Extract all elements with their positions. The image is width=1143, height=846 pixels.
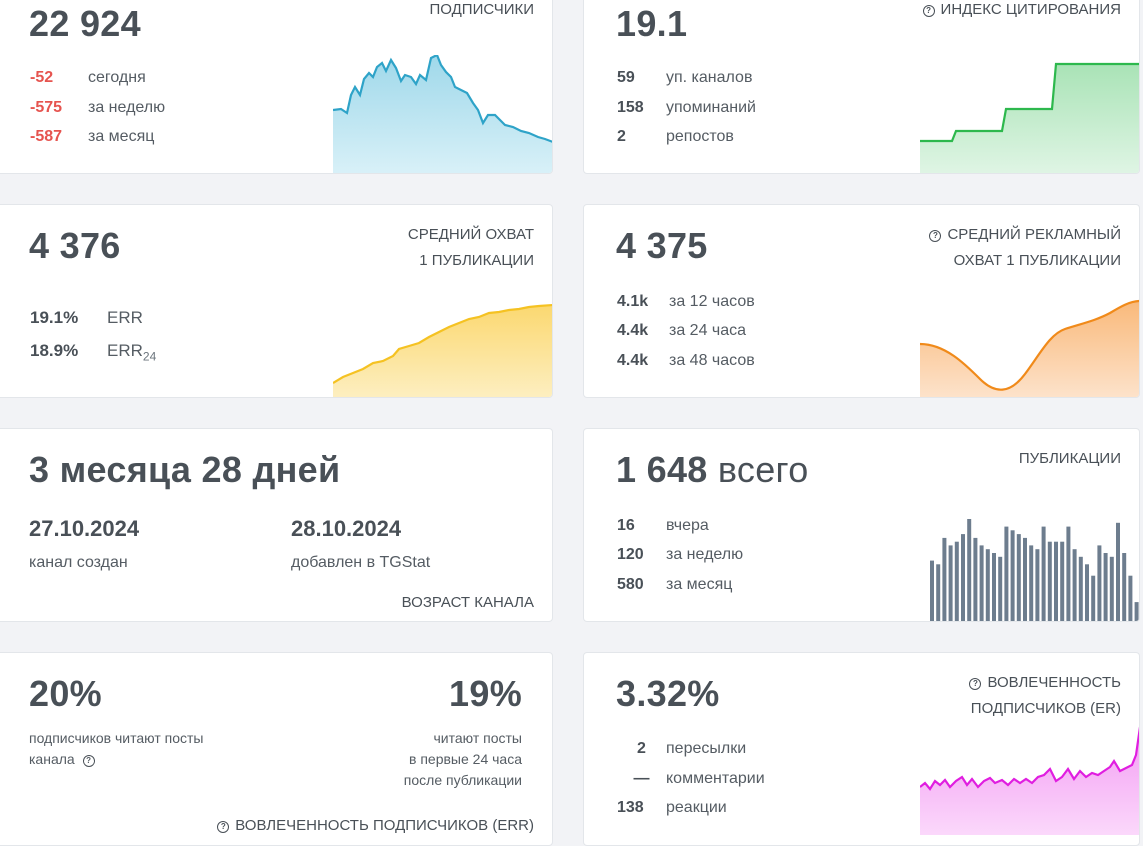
citation-reposts: 2 репостов	[617, 128, 734, 145]
reach-label: СРЕДНИЙ ОХВАТ 1 ПУБЛИКАЦИИ	[407, 226, 534, 269]
posts-bar	[930, 560, 934, 621]
er-reactions: 138 реакции	[617, 799, 727, 816]
citation-sparkline	[920, 62, 1139, 173]
posts-bar	[1109, 556, 1114, 621]
posts-bar	[1128, 575, 1133, 621]
posts-bar	[1072, 549, 1077, 621]
posts-bar	[1122, 553, 1127, 621]
posts-bar	[1091, 575, 1096, 621]
subscribers-card[interactable]: 22 924 ПОДПИСЧИКИ -52 сегодня -575 за неде…	[0, 0, 553, 174]
created-date: 27.10.2024	[29, 516, 140, 541]
citation-channels: 59 уп. каналов	[617, 69, 753, 86]
posts-bar	[1016, 534, 1021, 621]
added-label: добавлен в TGStat	[291, 554, 431, 571]
reach-value: 4 376	[29, 225, 121, 266]
posts-bar-chart	[930, 519, 1139, 621]
posts-bar	[1060, 541, 1065, 621]
posts-bar	[1116, 522, 1120, 621]
posts-bar	[942, 537, 947, 621]
posts-bar	[1004, 526, 1009, 621]
ad-reach-sparkline	[920, 299, 1139, 397]
posts-label: ПУБЛИКАЦИИ	[1018, 450, 1121, 467]
err-right-line2: в первые 24 часа	[409, 751, 522, 767]
posts-bar	[936, 564, 941, 621]
posts-bar	[1066, 526, 1071, 621]
err-row: 19.1% ERR	[30, 308, 143, 327]
er-comments: — комментарии	[633, 770, 765, 787]
er-sparkline	[920, 726, 1139, 835]
ad-reach-card[interactable]: 4 375 ? СРЕДНИЙ РЕКЛАМНЫЙ ОХВАТ 1 ПУБЛИКА…	[583, 204, 1140, 398]
help-icon[interactable]: ?	[929, 230, 942, 242]
posts-bar	[961, 534, 965, 621]
err24-row: 18.9% ERR24	[30, 341, 157, 364]
posts-bar	[1010, 530, 1015, 621]
err-left-line1: подписчиков читают посты	[29, 730, 204, 746]
created-label: канал создан	[29, 554, 128, 571]
posts-week: 120 за неделю	[617, 546, 744, 563]
reach-card[interactable]: 4 376 СРЕДНИЙ ОХВАТ 1 ПУБЛИКАЦИИ 19.1% ERR…	[0, 204, 553, 398]
posts-bar	[979, 545, 984, 621]
citation-label: ? ИНДЕКС ЦИТИРОВАНИЯ	[922, 0, 1121, 23]
posts-bar	[948, 545, 953, 621]
posts-month: 580 за месяц	[617, 576, 733, 593]
ad-reach-value: 4 375	[616, 225, 708, 266]
citation-mentions: 158 упоминаний	[617, 99, 756, 116]
subscribers-week: -575 за неделю	[30, 99, 166, 116]
posts-bar	[992, 553, 996, 621]
err-card-label: ? ВОВЛЕЧЕННОСТЬ ПОДПИСЧИКОВ (ERR)	[217, 813, 534, 839]
channel-age-label: ВОЗРАСТ КАНАЛА	[401, 594, 534, 611]
err-24h-value: 19%	[449, 673, 522, 714]
channel-age-value: 3 месяца 28 дней	[29, 449, 341, 490]
posts-bar	[1054, 541, 1058, 621]
err-card[interactable]: 20% подписчиков читают посты канала ? 19…	[0, 652, 553, 846]
posts-bar	[1078, 556, 1083, 621]
help-icon[interactable]: ?	[969, 678, 982, 690]
posts-bar	[1023, 537, 1027, 621]
posts-bar	[1035, 549, 1040, 621]
posts-total: 1 648 всего	[616, 449, 809, 490]
subscribers-count: 22 924	[29, 3, 141, 44]
posts-card[interactable]: 1 648 всего ПУБЛИКАЦИИ 16 вчера 120 за нед…	[583, 428, 1140, 622]
help-icon[interactable]: ?	[82, 755, 95, 767]
posts-bar	[1134, 602, 1139, 621]
reach-sparkline	[333, 303, 552, 397]
citation-index-value: 19.1	[616, 3, 688, 44]
er-value: 3.32%	[616, 673, 720, 714]
posts-yesterday: 16 вчера	[617, 517, 709, 534]
posts-bar	[973, 537, 978, 621]
posts-bar	[967, 519, 972, 621]
added-date: 28.10.2024	[291, 516, 402, 541]
err-right-line3: после публикации	[403, 772, 522, 788]
ad-reach-48h: 4.4k за 48 часов	[617, 352, 755, 369]
posts-bar	[1085, 564, 1089, 621]
posts-bar	[1097, 545, 1102, 621]
posts-bar	[1047, 541, 1052, 621]
ad-reach-24h: 4.4k за 24 часа	[617, 322, 747, 339]
posts-bar	[1041, 526, 1046, 621]
posts-bar	[985, 549, 990, 621]
subscribers-today: -52 сегодня	[30, 69, 146, 86]
subscribers-label: ПОДПИСЧИКИ	[429, 1, 534, 18]
err-subscribers-value: 20%	[29, 673, 102, 714]
err-left-line2: канала ?	[29, 749, 101, 769]
channel-age-card[interactable]: 3 месяца 28 дней 27.10.2024 канал создан…	[0, 428, 553, 622]
er-forwards: 2 пересылки	[637, 740, 747, 757]
help-icon[interactable]: ?	[922, 5, 935, 17]
posts-bar	[998, 556, 1003, 621]
ad-reach-label: ? СРЕДНИЙ РЕКЛАМНЫЙ ОХВАТ 1 ПУБЛИКАЦИИ	[929, 222, 1121, 274]
err-right-line1: читают посты	[433, 730, 523, 746]
ad-reach-12h: 4.1k за 12 часов	[617, 293, 755, 310]
posts-bar	[1029, 545, 1034, 621]
er-label: ? ВОВЛЕЧЕННОСТЬ ПОДПИСЧИКОВ (ER)	[969, 674, 1121, 717]
posts-bar	[1103, 553, 1108, 621]
citation-card[interactable]: 19.1 ? ИНДЕКС ЦИТИРОВАНИЯ 59 уп. каналов 1…	[583, 0, 1140, 174]
help-icon[interactable]: ?	[217, 821, 230, 833]
posts-bar	[954, 541, 959, 621]
subscribers-sparkline	[333, 55, 552, 173]
subscribers-month: -587 за месяц	[30, 128, 155, 145]
